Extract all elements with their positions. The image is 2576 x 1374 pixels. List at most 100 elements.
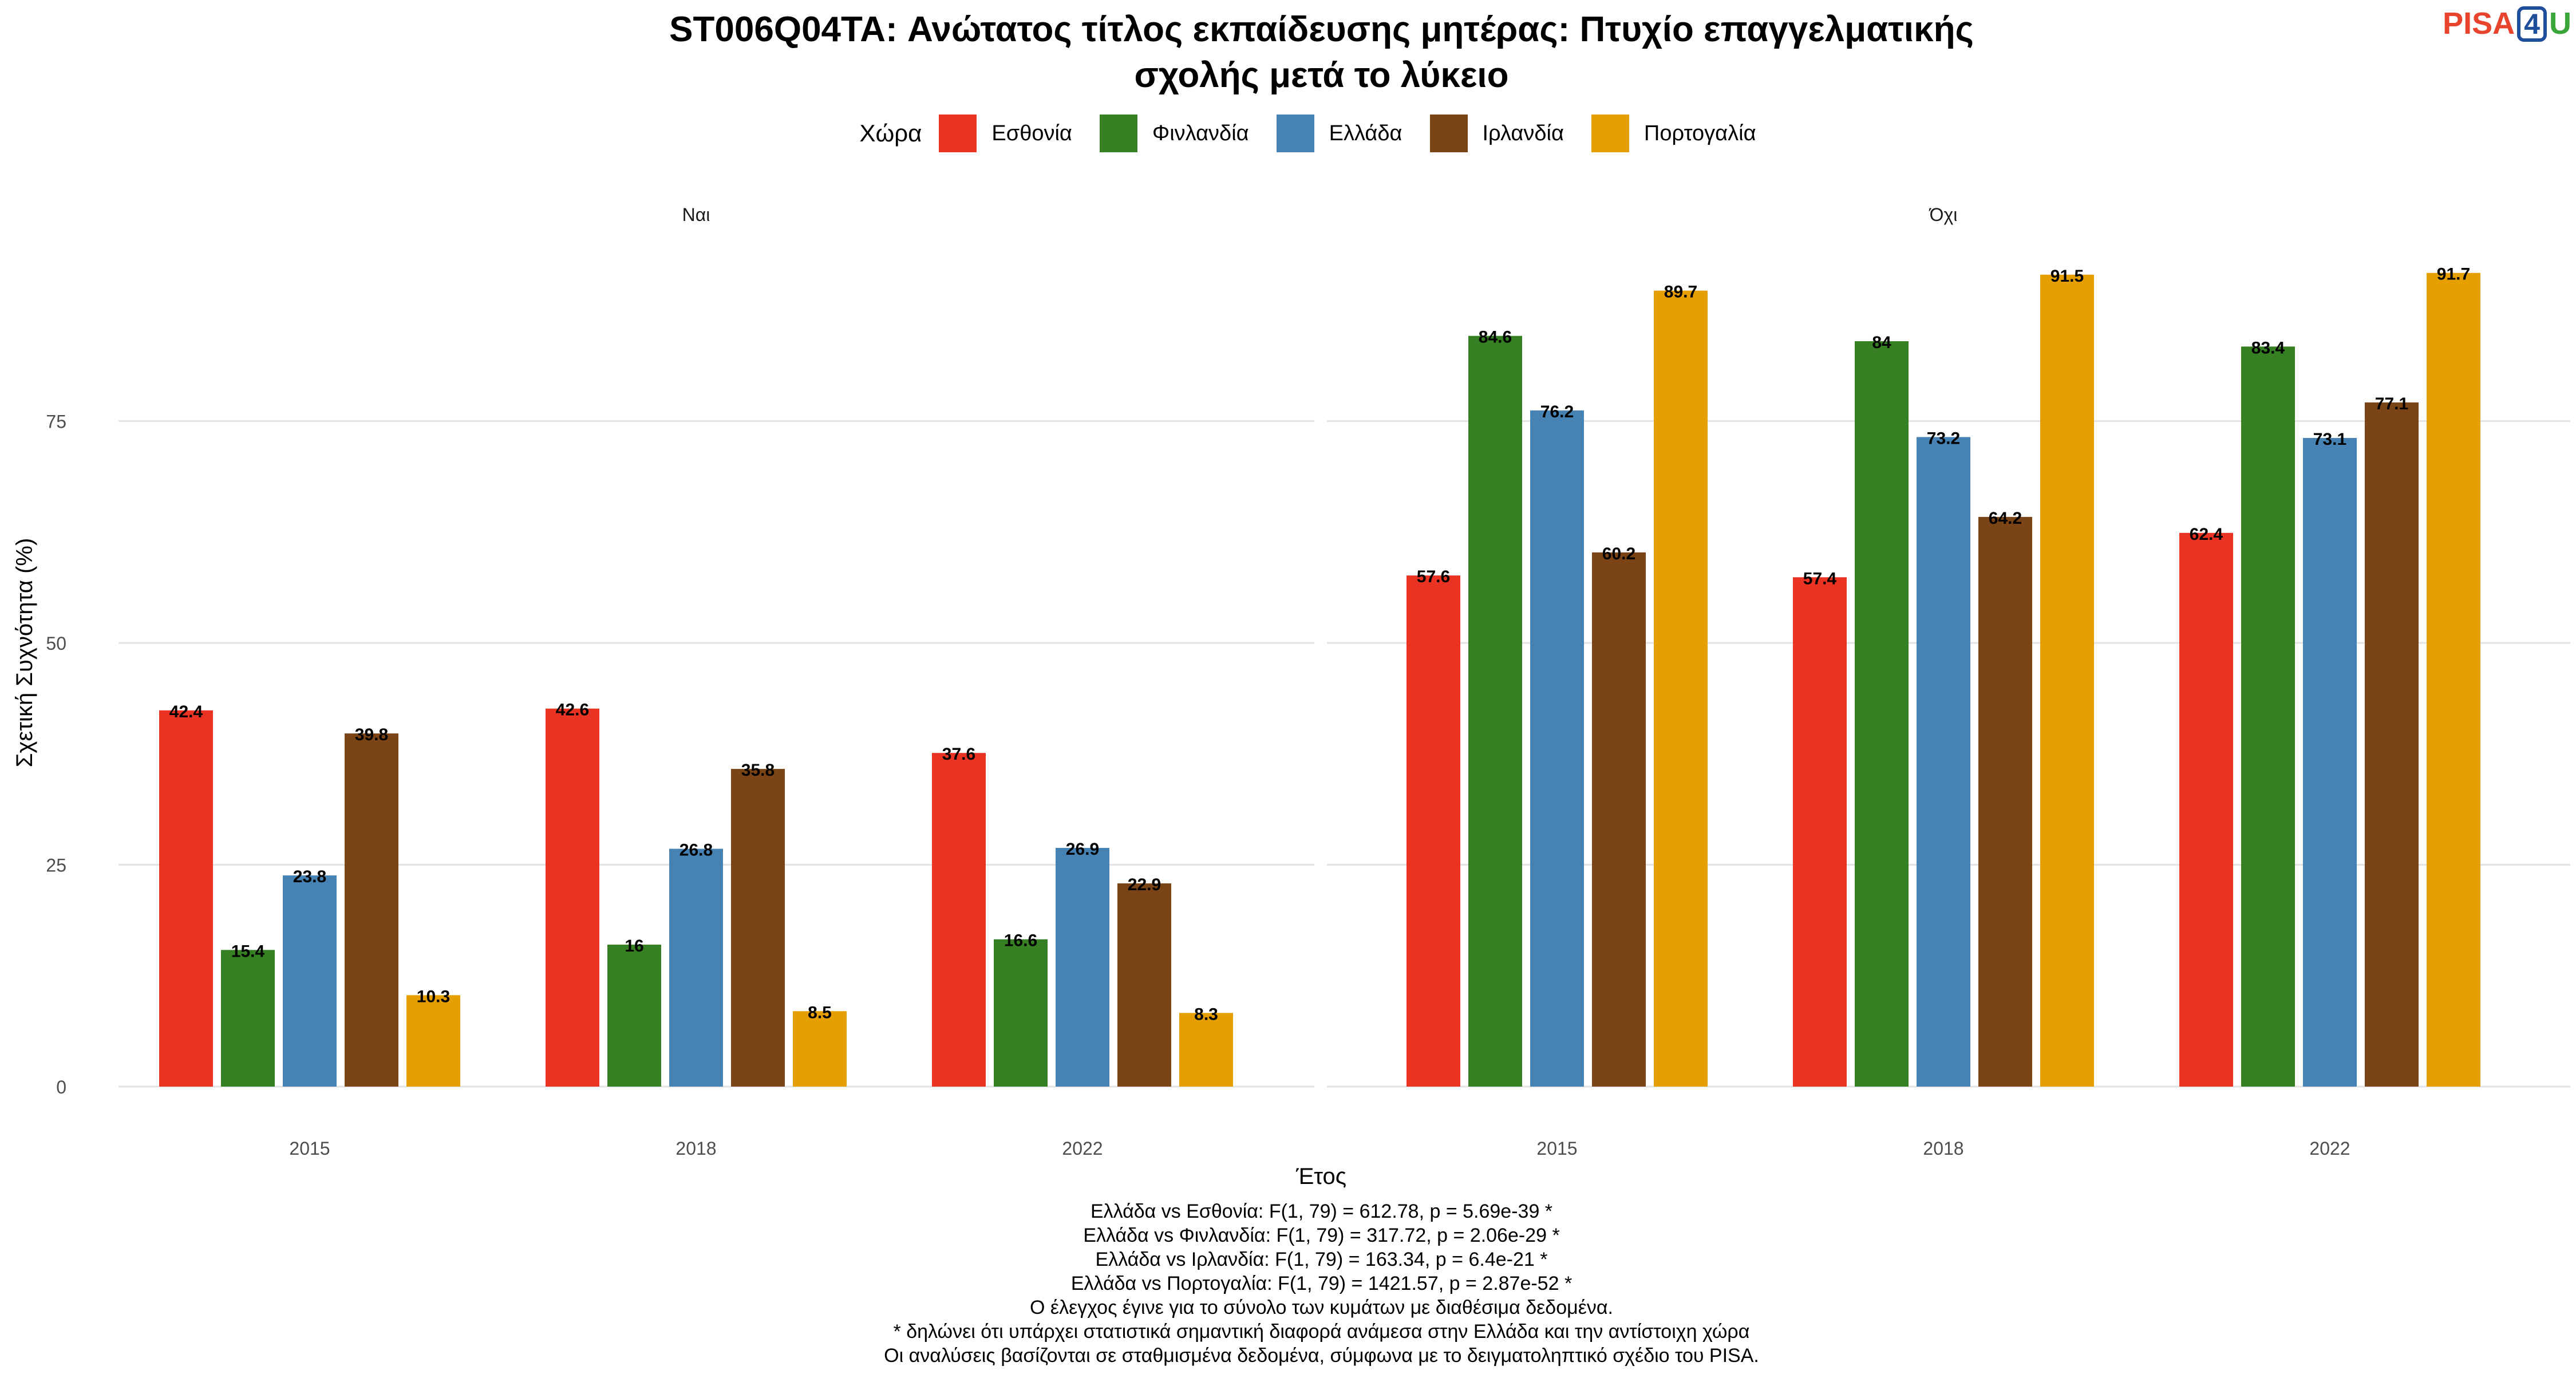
bar — [994, 939, 1048, 1087]
bar — [1978, 516, 2032, 1087]
data-label: 62.4 — [2190, 525, 2223, 544]
bar — [1654, 290, 1708, 1087]
data-label: 89.7 — [1664, 283, 1697, 302]
y-tick-label: 75 — [46, 412, 66, 432]
bar — [1793, 577, 1847, 1087]
caption-line: Ο έλεγχος έγινε για το σύνολο των κυμάτω… — [1030, 1297, 1613, 1318]
caption-line: Ελλάδα vs Πορτογαλία: F(1, 79) = 1421.57… — [1070, 1273, 1573, 1294]
bar — [669, 848, 723, 1087]
data-label: 57.6 — [1417, 567, 1450, 586]
data-label: 8.3 — [1194, 1005, 1218, 1024]
data-label: 91.5 — [2050, 267, 2084, 286]
bar — [1406, 575, 1460, 1087]
data-label: 91.7 — [2437, 265, 2470, 284]
x-tick-label: 2022 — [1062, 1138, 1103, 1159]
legend: Χώρα Εσθονία Φινλανδία Ελλάδα Ιρλανδία Πορτο… — [0, 114, 2576, 152]
bar — [1530, 410, 1584, 1087]
bar — [221, 950, 275, 1087]
caption-line: * δηλώνει ότι υπάρχει στατιστικά σημαντι… — [893, 1321, 1750, 1343]
legend-label: Εσθονία — [991, 121, 1072, 145]
bar — [2241, 346, 2295, 1087]
data-label: 73.1 — [2313, 430, 2346, 449]
data-label: 83.4 — [2251, 338, 2285, 357]
bar — [2427, 273, 2480, 1087]
logo-text-pisa: PISA — [2443, 6, 2515, 41]
data-label: 26.9 — [1066, 840, 1099, 859]
legend-label: Ελλάδα — [1329, 121, 1402, 145]
x-tick-label: 2015 — [1536, 1138, 1577, 1159]
legend-label: Ιρλανδία — [1482, 121, 1564, 145]
data-label: 84 — [1872, 333, 1891, 352]
data-label: 16.6 — [1004, 931, 1037, 950]
legend-item: Εσθονία — [939, 114, 1072, 152]
logo-text-u: U — [2549, 6, 2571, 41]
bar — [793, 1011, 847, 1087]
bar — [159, 710, 213, 1087]
caption-line: Οι αναλύσεις βασίζονται σε σταθμισμένα δ… — [884, 1345, 1759, 1367]
caption: Ελλάδα vs Εσθονία: F(1, 79) = 612.78, p … — [0, 1199, 2576, 1368]
chart-title: ST006Q04TA: Ανώτατος τίτλος εκπαίδευσης … — [0, 7, 2576, 98]
bar — [1917, 437, 1970, 1087]
legend-title: Χώρα — [859, 120, 922, 147]
bar — [2040, 274, 2094, 1087]
x-axis-title: Έτος — [1295, 1164, 1346, 1189]
bar — [1592, 552, 1646, 1087]
x-tick-label: 2018 — [675, 1138, 716, 1159]
legend-item: Ελλάδα — [1276, 114, 1402, 152]
data-label: 39.8 — [355, 725, 388, 744]
legend-swatch — [1591, 114, 1629, 152]
legend-swatch — [1276, 114, 1314, 152]
data-label: 23.8 — [293, 867, 326, 886]
legend-swatch — [1429, 114, 1468, 152]
y-tick-label: 50 — [46, 633, 66, 654]
facet-label: Ναι — [682, 204, 710, 225]
bar — [1117, 883, 1171, 1087]
bar — [932, 753, 986, 1087]
bar — [2179, 532, 2233, 1087]
data-label: 37.6 — [942, 745, 975, 764]
data-label: 35.8 — [741, 761, 775, 780]
legend-item: Ιρλανδία — [1429, 114, 1564, 152]
legend-swatch — [1099, 114, 1137, 152]
data-label: 22.9 — [1128, 875, 1161, 894]
caption-line: Ελλάδα vs Εσθονία: F(1, 79) = 612.78, p … — [1090, 1201, 1553, 1222]
x-tick-label: 2022 — [2309, 1138, 2350, 1159]
data-label: 10.3 — [417, 987, 450, 1006]
data-label: 16 — [625, 937, 643, 956]
bar — [1056, 848, 1109, 1087]
data-label: 60.2 — [1602, 544, 1635, 563]
bar — [1468, 335, 1522, 1087]
y-tick-label: 25 — [46, 855, 66, 876]
bar — [2303, 437, 2357, 1087]
caption-line: Ελλάδα vs Ιρλανδία: F(1, 79) = 163.34, p… — [1095, 1249, 1548, 1270]
chart-title-line-1: ST006Q04TA: Ανώτατος τίτλος εκπαίδευσης … — [669, 10, 1974, 49]
data-label: 42.6 — [556, 701, 589, 720]
bar — [406, 995, 460, 1087]
legend-item: Πορτογαλία — [1591, 114, 1756, 152]
data-label: 84.6 — [1479, 328, 1512, 347]
legend-item: Φινλανδία — [1099, 114, 1249, 152]
bar — [2365, 402, 2419, 1087]
x-tick-label: 2015 — [289, 1138, 330, 1159]
legend-label: Φινλανδία — [1152, 121, 1249, 145]
data-label: 42.4 — [169, 702, 203, 721]
logo-text-4: 4 — [2517, 6, 2547, 42]
bar — [283, 875, 337, 1087]
data-label: 8.5 — [808, 1003, 832, 1022]
bar — [1855, 341, 1909, 1087]
legend-swatch — [939, 114, 977, 152]
chart-title-line-2: σχολής μετά το λύκειο — [1134, 56, 1509, 95]
bar — [607, 945, 661, 1087]
data-label: 76.2 — [1540, 402, 1574, 421]
y-axis-title: Σχετική Συχνότητα (%) — [12, 538, 37, 768]
data-label: 73.2 — [1927, 429, 1960, 448]
caption-line: Ελλάδα vs Φινλανδία: F(1, 79) = 317.72, … — [1083, 1225, 1560, 1246]
data-label: 26.8 — [679, 841, 713, 860]
bar — [1179, 1013, 1233, 1087]
y-tick-label: 0 — [56, 1077, 66, 1097]
bar — [546, 708, 599, 1087]
data-label: 57.4 — [1803, 569, 1837, 588]
data-label: 77.1 — [2375, 394, 2408, 413]
facet-label: Όχι — [1929, 204, 1958, 225]
pisa4u-logo: PISA 4 U — [2443, 3, 2571, 44]
